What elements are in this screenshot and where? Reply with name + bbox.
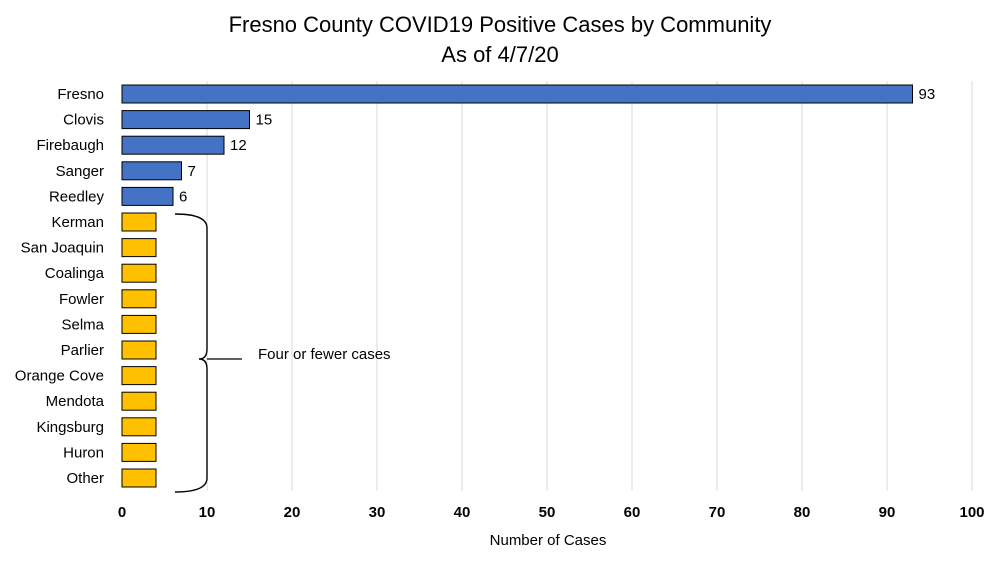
bar-fresno — [121, 84, 913, 104]
category-label: Fowler — [59, 291, 104, 308]
category-label: Firebaugh — [36, 137, 104, 154]
bar-orange-cove — [121, 366, 157, 386]
x-tick-label: 70 — [709, 504, 726, 521]
x-tick-label: 90 — [879, 504, 896, 521]
bar-kingsburg — [121, 417, 157, 437]
chart-title: Fresno County COVID19 Positive Cases by … — [229, 12, 772, 37]
bar-kerman — [121, 212, 157, 232]
x-tick-label: 10 — [199, 504, 216, 521]
x-axis-ticks: 0 10 20 30 40 50 60 70 80 90 100 — [118, 504, 985, 521]
category-label: Orange Cove — [15, 368, 104, 385]
bar-mendota — [121, 391, 157, 411]
bar-parlier — [121, 340, 157, 360]
annotation-brace — [174, 213, 208, 493]
category-label: Selma — [61, 316, 104, 333]
value-labels: 93 15 12 76 — [179, 86, 935, 205]
category-label: Parlier — [61, 342, 104, 359]
category-label: Kerman — [51, 214, 104, 231]
bar-clovis — [121, 110, 250, 130]
value-label: 93 — [919, 86, 936, 103]
bar-other — [121, 468, 157, 488]
category-label: Coalinga — [45, 265, 105, 282]
bar-fowler — [121, 289, 157, 309]
category-label: Mendota — [46, 393, 105, 410]
x-axis-title: Number of Cases — [490, 532, 607, 549]
x-tick-label: 40 — [454, 504, 471, 521]
x-tick-label: 50 — [539, 504, 556, 521]
bars — [121, 84, 913, 488]
category-label: Kingsburg — [36, 419, 104, 436]
gridlines — [206, 81, 973, 491]
value-label: 15 — [256, 112, 273, 129]
category-label: Clovis — [63, 112, 104, 129]
value-label: 12 — [230, 137, 247, 154]
x-tick-label: 30 — [369, 504, 386, 521]
bar-huron — [121, 442, 157, 462]
x-tick-label: 20 — [284, 504, 301, 521]
category-label: Other — [66, 470, 104, 487]
category-label: San Joaquin — [21, 240, 104, 257]
value-label: 7 — [188, 163, 196, 180]
category-labels: Fresno Clovis Firebaugh Sanger Reedley Kerman… — [15, 86, 105, 487]
bar-san-joaquin — [121, 238, 157, 258]
bar-sanger — [121, 161, 182, 181]
x-tick-label: 0 — [118, 504, 126, 521]
category-label: Fresno — [57, 86, 104, 103]
x-tick-label: 80 — [794, 504, 811, 521]
annotation-label: Four or fewer cases — [258, 346, 391, 363]
category-label: Sanger — [56, 163, 104, 180]
x-tick-label: 60 — [624, 504, 641, 521]
bar-reedley — [121, 186, 174, 206]
category-label: Reedley — [49, 188, 105, 205]
value-label: 6 — [179, 188, 187, 205]
bar-firebaugh — [121, 135, 225, 155]
bar-coalinga — [121, 263, 157, 283]
x-tick-label: 100 — [959, 504, 984, 521]
category-label: Huron — [63, 444, 104, 461]
bar-selma — [121, 314, 157, 334]
chart-subtitle: As of 4/7/20 — [441, 42, 558, 67]
